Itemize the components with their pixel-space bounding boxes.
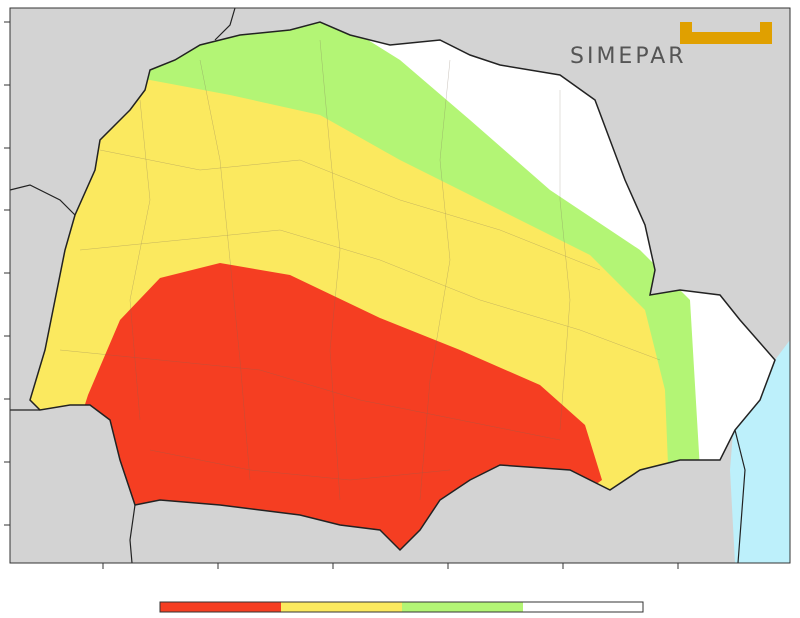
logo: SIMEPAR [570, 22, 772, 69]
legend-red [160, 602, 281, 612]
legend-yellow [281, 602, 402, 612]
neighbor-borders [9, 7, 746, 564]
frame-ticks [4, 21, 679, 569]
logo-text: SIMEPAR [570, 44, 687, 69]
map [4, 7, 791, 569]
municipal-borders [59, 39, 661, 501]
legend-green [402, 602, 523, 612]
logo-mark [680, 22, 772, 44]
zones [30, 22, 775, 550]
state-border [29, 21, 776, 552]
legend-frame [159, 601, 644, 613]
frame [9, 7, 791, 564]
legend-white [523, 602, 643, 612]
legend [159, 601, 644, 613]
